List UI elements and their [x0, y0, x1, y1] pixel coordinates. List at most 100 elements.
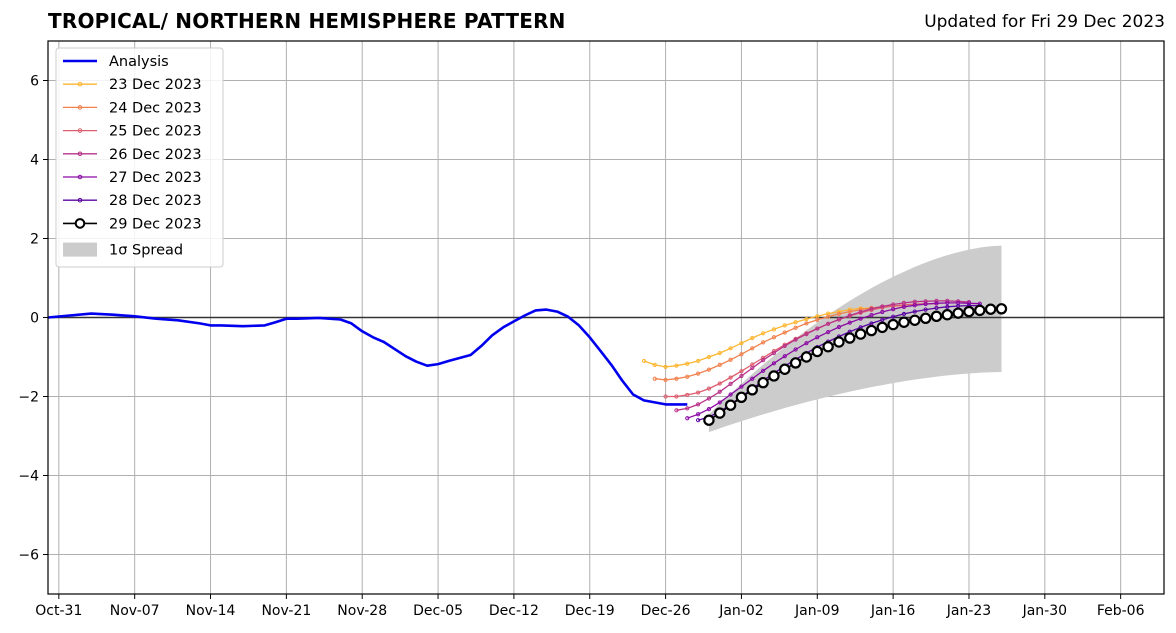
forecast-point: [728, 381, 733, 386]
forecast-point: [761, 368, 766, 373]
forecast-point: [757, 376, 769, 389]
y-tick-label: −2: [18, 390, 39, 406]
x-tick-label: Jan-02: [718, 603, 763, 619]
forecast-point: [836, 317, 842, 322]
x-tick-label: Oct-31: [35, 603, 82, 619]
forecast-point: [695, 390, 701, 395]
forecast-point: [880, 304, 885, 309]
forecast-point: [844, 332, 856, 344]
forecast-point: [714, 407, 726, 419]
forecast-point: [674, 363, 679, 368]
x-tick-label: Dec-26: [641, 603, 691, 619]
forecast-point: [826, 321, 831, 326]
forecast-point: [833, 336, 845, 348]
forecast-point: [674, 408, 679, 413]
forecast-point: [663, 364, 668, 369]
forecast-point: [876, 321, 888, 334]
forecast-point: [804, 331, 809, 337]
y-tick-label: 2: [30, 232, 39, 248]
forecast-point: [641, 358, 647, 364]
forecast-line: [643, 307, 872, 368]
x-tick-label: Feb-06: [1097, 603, 1145, 619]
forecast-point: [663, 394, 668, 399]
forecast-point: [891, 314, 896, 319]
forecast-point: [663, 377, 668, 383]
legend-entry-label: Analysis: [109, 54, 169, 70]
x-tick-label: Jan-09: [794, 603, 839, 619]
forecast-point: [898, 316, 910, 328]
forecast-point: [706, 354, 712, 360]
forecast-point: [746, 384, 758, 396]
x-tick-label: Nov-07: [110, 603, 160, 619]
forecast-point: [735, 391, 748, 403]
forecast-point: [811, 345, 823, 358]
forecast-point: [739, 373, 744, 379]
y-tick-label: 0: [30, 311, 39, 327]
forecast-point: [901, 304, 907, 309]
legend-swatch-marker: [77, 197, 83, 203]
forecast-point: [941, 309, 954, 321]
forecast-point: [934, 301, 939, 306]
forecast-point: [869, 306, 874, 311]
forecast-point: [750, 365, 755, 371]
x-tick-label: Nov-21: [261, 603, 311, 619]
chart-title: TROPICAL/ NORTHERN HEMISPHERE PATTERN: [48, 9, 566, 33]
analysis-line: [47, 308, 688, 406]
x-tick-label: Jan-16: [870, 603, 916, 619]
forecast-point: [703, 414, 715, 426]
forecast-point: [945, 304, 950, 309]
forecast-point: [854, 328, 867, 340]
forecast-point: [804, 316, 809, 322]
forecast-point: [901, 311, 907, 317]
legend-entry-label: 26 Dec 2023: [109, 147, 202, 163]
y-tick-label: −4: [18, 469, 39, 485]
forecast-point: [891, 307, 896, 312]
forecast-point: [826, 330, 831, 335]
forecast-point: [909, 314, 921, 326]
forecast-point: [815, 326, 820, 331]
x-tick-label: Jan-23: [946, 603, 991, 619]
forecast-point: [782, 343, 787, 349]
legend-entry-label: 29 Dec 2023: [109, 216, 202, 232]
forecast-point: [739, 384, 744, 389]
forecast-point: [880, 309, 885, 315]
y-tick-label: −6: [18, 548, 39, 564]
forecast-point: [782, 354, 787, 359]
forecast-point: [869, 313, 874, 318]
forecast-point: [858, 316, 863, 321]
forecast-point: [771, 361, 777, 366]
forecast-point: [768, 370, 780, 382]
forecast-point: [728, 392, 733, 397]
forecast-point: [793, 337, 798, 342]
legend-swatch-marker: [77, 105, 83, 110]
legend-entry-label: 25 Dec 2023: [109, 124, 202, 140]
updated-date: Updated for Fri 29 Dec 2023: [924, 12, 1165, 32]
forecast-point: [739, 352, 744, 357]
forecast-point: [717, 350, 722, 356]
forecast-point: [739, 369, 744, 374]
legend-swatch-spread: [63, 242, 97, 257]
forecast-point: [728, 357, 733, 362]
forecast-point: [717, 362, 722, 367]
legend-swatch-marker: [77, 81, 83, 87]
forecast-point: [706, 386, 712, 391]
forecast-point: [750, 346, 755, 351]
forecast-line: [676, 300, 970, 411]
forecast-point: [891, 302, 896, 307]
forecast-point: [995, 303, 1008, 315]
legend-entry-label: 23 Dec 2023: [109, 77, 202, 93]
x-tick-label: Dec-12: [489, 603, 539, 619]
x-tick-label: Dec-19: [565, 603, 615, 619]
forecast-point: [880, 317, 885, 322]
forecast-point: [717, 381, 722, 386]
forecast-point: [836, 311, 842, 317]
forecast-point: [706, 407, 712, 412]
forecast-point: [761, 340, 766, 345]
forecast-point: [674, 394, 679, 399]
forecast-point: [652, 362, 657, 367]
legend-swatch-marker: [77, 151, 83, 157]
forecast-point: [779, 363, 791, 375]
forecast-point: [847, 309, 852, 314]
forecast-point: [685, 361, 690, 366]
x-tick-label: Dec-05: [413, 603, 463, 619]
